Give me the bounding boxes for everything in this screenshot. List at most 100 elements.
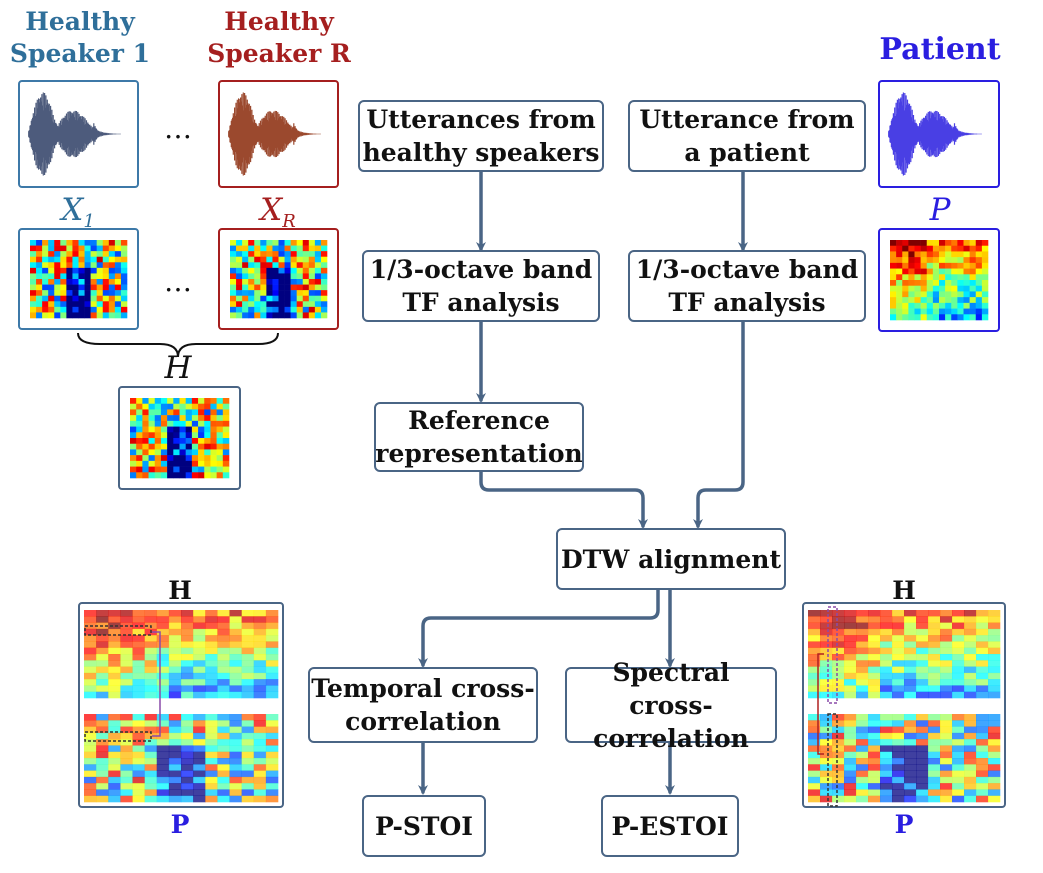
spectrogram-cell: [84, 262, 91, 269]
spectrogram-cell: [167, 409, 174, 416]
spectrogram-cell: [181, 679, 194, 686]
spectrogram-cell: [964, 628, 977, 636]
spectrogram-cell: [868, 660, 881, 667]
spectrogram-cell: [969, 257, 977, 264]
spectrogram-cell: [217, 622, 230, 630]
waveform-speaker-r: [218, 80, 339, 188]
spectrogram-cell: [108, 610, 121, 617]
spectrogram-cell: [120, 691, 133, 699]
spectrogram-cell: [892, 764, 905, 771]
spectrogram-cell: [892, 660, 905, 667]
spectrogram-cell: [114, 279, 122, 285]
spectrogram-cell: [976, 732, 989, 740]
spectrogram-cell: [156, 610, 170, 617]
spectrogram-cell: [193, 647, 206, 655]
spectrogram-cell: [952, 628, 965, 636]
spectrogram-cell: [945, 257, 952, 264]
spectrogram-cell: [168, 732, 182, 740]
spectrogram-cell: [181, 789, 194, 797]
spectrogram-cell: [832, 764, 845, 771]
spectrogram-cell: [832, 666, 845, 674]
spectrogram-cell: [160, 438, 168, 445]
spectrogram-cell: [940, 770, 953, 778]
spectrogram-cell: [920, 280, 928, 287]
spectrogram-cell: [120, 635, 133, 642]
spectrogram-cell: [241, 776, 255, 784]
spectrogram-cell: [30, 306, 37, 313]
spectrogram-cell: [988, 758, 1001, 765]
spectrogram-cell: [957, 314, 964, 321]
spectrogram-cell: [156, 666, 170, 674]
spectrogram-cell: [96, 732, 109, 740]
spectrogram-cell: [120, 732, 133, 740]
spectrogram-cell: [108, 739, 121, 746]
spectrogram-cell: [102, 284, 110, 291]
spectrogram-cell: [832, 751, 845, 759]
waveform-icon: [28, 92, 121, 176]
spectrogram-cell: [144, 679, 158, 686]
spectrogram-cell: [832, 616, 845, 623]
spectrogram-cell: [988, 783, 1001, 790]
spectrogram-cell: [904, 758, 917, 765]
spectrogram-cell: [856, 679, 869, 686]
spectrogram-cell: [185, 455, 193, 462]
spectrogram-cell: [904, 685, 917, 693]
spectrogram-cell: [156, 783, 170, 790]
spectrogram-cell: [290, 262, 297, 269]
spectrogram-cell: [160, 426, 168, 433]
spectrogram-cell: [168, 739, 182, 746]
spectrogram-cell: [136, 403, 143, 410]
spectrogram-cell: [928, 622, 941, 630]
spectrogram-cell: [880, 745, 893, 753]
spectrogram-cell: [96, 306, 104, 313]
spectrogram-cell: [230, 295, 237, 302]
spectrogram-cell: [928, 770, 941, 778]
spectrogram-cell: [217, 714, 230, 721]
spectrogram-cell: [272, 245, 279, 252]
spectrogram-cell: [120, 301, 128, 308]
spectrogram-cell: [314, 284, 322, 291]
spectrogram-cell: [964, 679, 977, 686]
spectrogram-cell: [976, 739, 989, 746]
spectrogram-cell: [156, 641, 170, 649]
spectrogram-cell: [302, 240, 310, 246]
spectrogram-cell: [880, 758, 893, 765]
spectrogram-cell: [916, 616, 929, 623]
bottom-right-h-label: H: [892, 576, 916, 605]
spectrogram-cell: [222, 466, 230, 473]
spectrogram-cell: [142, 472, 149, 479]
spectrogram-cell: [957, 262, 964, 269]
spectrogram-cell: [48, 256, 55, 263]
spectrogram-cell: [181, 726, 194, 734]
spectrogram-cell: [908, 302, 915, 309]
spectrogram-cell: [114, 245, 122, 252]
spectrogram-cell: [217, 660, 230, 667]
spectrogram-cell: [296, 295, 304, 302]
spectrogram-cell: [60, 240, 67, 246]
spectrogram-cell: [36, 262, 43, 269]
spectrogram-cell: [808, 654, 821, 661]
spectrogram-cell: [808, 628, 821, 636]
spectrogram-cell: [84, 745, 97, 753]
spectrogram-cell: [916, 622, 929, 630]
spectrogram-cell: [928, 739, 941, 746]
spectrogram-cell: [120, 770, 133, 778]
spectrogram-cell: [144, 795, 158, 803]
spectrogram-cell: [957, 251, 964, 258]
spectrogram-cell: [939, 297, 946, 304]
spectrogram-cell: [951, 262, 958, 269]
spectrogram-cell: [156, 739, 170, 746]
spectrogram-cell: [253, 745, 267, 753]
spectrogram-cell: [976, 776, 989, 784]
spectrogram-cell: [844, 685, 857, 693]
spectrogram-cell: [844, 751, 857, 759]
spectrogram-cell: [229, 641, 242, 649]
spectrogram-cell: [191, 420, 199, 427]
spectrogram-cell: [964, 751, 977, 759]
spectrogram-cell: [48, 279, 55, 285]
spectrogram-cell: [951, 297, 958, 304]
spectrogram-cell: [856, 764, 869, 771]
spectrogram-cell: [253, 679, 267, 686]
spectrogram-cell: [168, 745, 182, 753]
spectrogram-cell: [896, 280, 903, 287]
